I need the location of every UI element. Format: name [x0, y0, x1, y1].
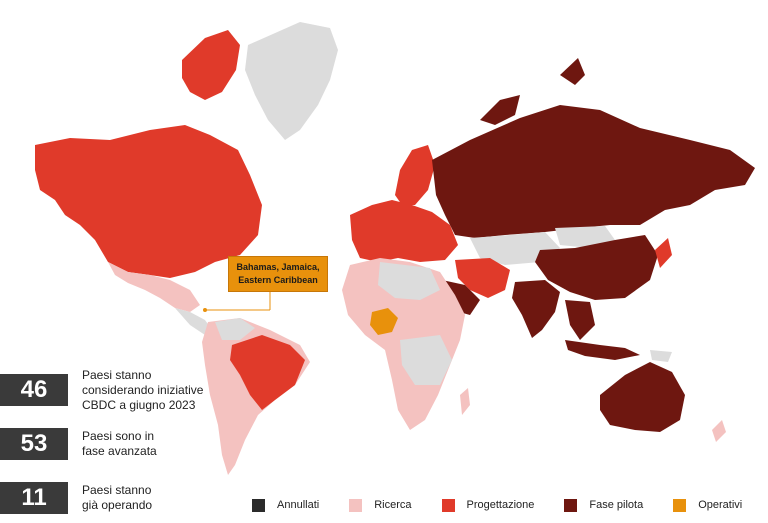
- papua: [650, 350, 672, 362]
- legend-label: Fase pilota: [589, 499, 644, 511]
- legend-item-pilot: Fase pilota: [564, 498, 644, 512]
- brazil: [230, 335, 305, 410]
- mexico: [108, 262, 200, 312]
- legend-label: Annullati: [277, 499, 320, 511]
- legend-item-operative: Operativi: [673, 498, 743, 512]
- stat-considering: 46 Paesi stanno considerando iniziative …: [0, 368, 232, 412]
- legend-label: Progettazione: [466, 499, 535, 511]
- southeast-asia: [565, 300, 595, 340]
- madagascar: [460, 388, 470, 415]
- stat-line: considerando iniziative: [82, 382, 204, 397]
- central-africa: [400, 335, 452, 385]
- stat-text: Paesi stanno considerando iniziative CBD…: [82, 368, 232, 413]
- stat-line: Paesi stanno: [82, 367, 152, 382]
- new-zealand: [712, 420, 726, 442]
- australia: [600, 362, 685, 432]
- stat-line: Paesi sono in: [82, 429, 155, 443]
- legend-swatch: [673, 498, 687, 512]
- stat-number: 11: [0, 482, 68, 514]
- north-canada-islands: [182, 30, 240, 100]
- north-south-america: [215, 318, 255, 340]
- stat-text: Paesi stanno già operando: [82, 483, 232, 513]
- legend-item-design: Progettazione: [441, 498, 535, 512]
- stat-line: già operando: [82, 498, 153, 512]
- central-america: [175, 308, 212, 335]
- caribbean-marker: [203, 308, 207, 312]
- stat-number: 46: [0, 374, 68, 406]
- stat-line: Paesi stanno: [82, 483, 152, 497]
- stat-advanced: 53 Paesi sono in fase avanzata: [0, 428, 232, 460]
- legend-item-cancelled: Annullati: [252, 498, 320, 512]
- legend-label: Operativi: [698, 499, 743, 511]
- greenland: [245, 22, 338, 140]
- legend-swatch: [252, 498, 265, 512]
- legend-item-research: Ricerca: [349, 498, 412, 512]
- japan: [655, 238, 672, 268]
- legend-label: Ricerca: [374, 499, 412, 511]
- north-africa: [378, 262, 440, 300]
- europe: [350, 200, 458, 262]
- legend-swatch: [564, 498, 578, 512]
- indonesia: [565, 340, 640, 360]
- stat-number: 53: [0, 428, 68, 460]
- callout-line-2: Eastern Caribbean: [238, 275, 318, 285]
- stat-operating: 11 Paesi stanno già operando: [0, 482, 232, 514]
- scandinavia: [395, 145, 435, 205]
- stat-text: Paesi sono in fase avanzata: [82, 429, 232, 459]
- stat-line: CBDC a giugno 2023: [82, 397, 196, 412]
- legend-swatch: [441, 498, 455, 512]
- middle-east: [455, 258, 510, 298]
- caribbean-callout: Bahamas, Jamaica, Eastern Caribbean: [228, 256, 328, 292]
- stat-line: fase avanzata: [82, 444, 157, 458]
- legend-swatch: [349, 498, 363, 512]
- china: [535, 235, 658, 300]
- map-legend: Annullati Ricerca Progettazione Fase pil…: [252, 497, 742, 513]
- canada-usa: [35, 125, 262, 278]
- russia-arctic: [480, 95, 520, 125]
- nigeria: [370, 308, 398, 335]
- russia-arctic-2: [560, 58, 585, 85]
- india: [512, 280, 560, 338]
- callout-line-1: Bahamas, Jamaica,: [236, 262, 320, 272]
- mongolia: [555, 226, 615, 248]
- russia: [432, 105, 755, 238]
